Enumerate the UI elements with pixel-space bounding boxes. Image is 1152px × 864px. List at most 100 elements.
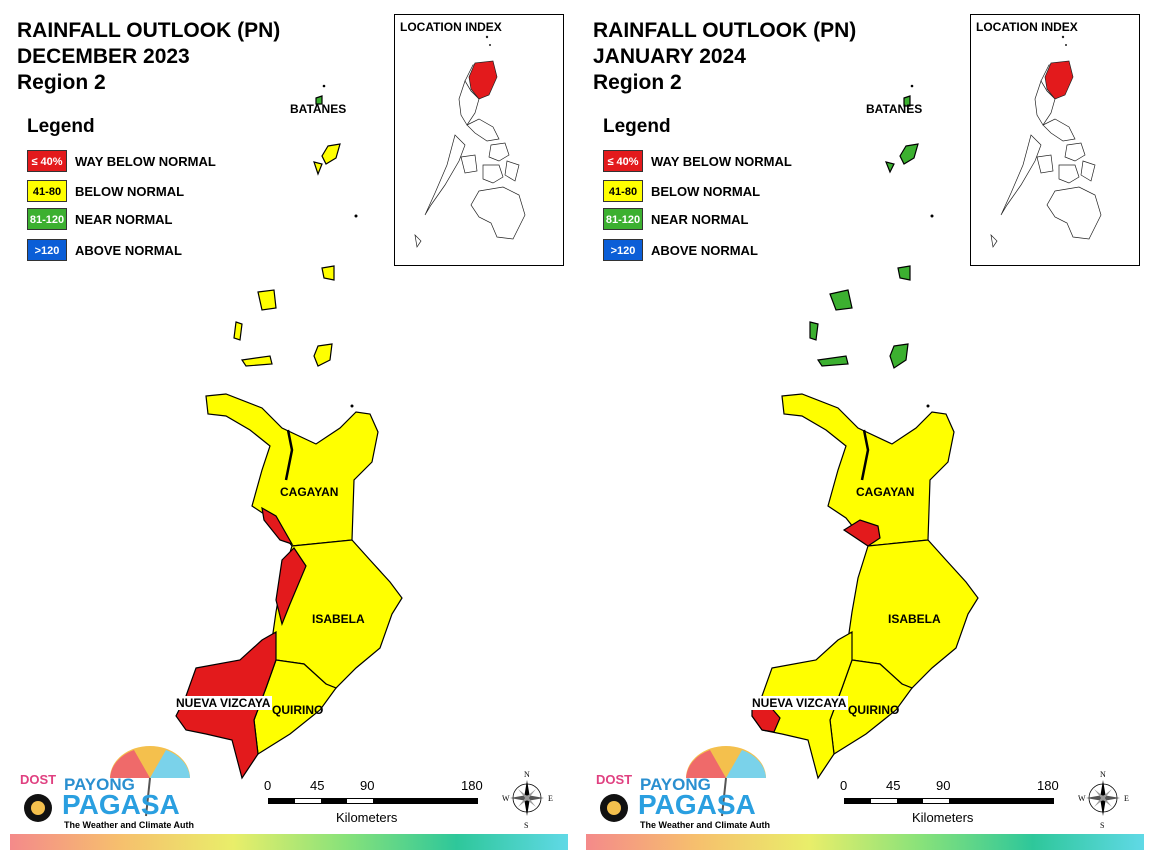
babuyan-island	[257, 289, 277, 311]
batanes-island	[313, 161, 323, 176]
logo-payong: PAYONG	[64, 775, 135, 794]
label-isabela: ISABELA	[312, 612, 365, 626]
cagayan-dry-zone	[261, 506, 294, 546]
scale-tick: 0	[840, 778, 848, 793]
babuyan-island	[321, 265, 335, 281]
scale-tick: 90	[360, 778, 375, 793]
scale-units: Kilometers	[336, 810, 398, 825]
compass-s: S	[1100, 821, 1104, 830]
scale-bar: 0 45 90 180 Kilometers	[840, 778, 1070, 826]
babuyan-island	[889, 343, 909, 369]
scale-tick: 180	[1037, 778, 1059, 793]
scale-tick: 45	[310, 778, 325, 793]
compass-w: W	[1078, 794, 1086, 803]
label-cagayan: CAGAYAN	[856, 485, 915, 499]
label-nueva-vizcaya: NUEVA VIZCAYA	[750, 696, 849, 710]
region-2-highlight	[1044, 60, 1074, 100]
legend-swatch: 41-80	[27, 180, 67, 202]
label-quirino: QUIRINO	[848, 703, 900, 717]
legend-label: WAY BELOW NORMAL	[75, 154, 216, 169]
location-index-inset: LOCATION INDEX	[394, 14, 564, 266]
scale-tick: 0	[264, 778, 272, 793]
footer-color-bar	[10, 834, 568, 850]
batanes-island	[885, 161, 895, 174]
region-2-map	[175, 84, 403, 780]
philippines-outline-map	[990, 35, 1102, 248]
legend-label: ABOVE NORMAL	[75, 243, 182, 258]
title-line-2: JANUARY 2024	[593, 45, 746, 68]
legend-swatch: ≤ 40%	[603, 150, 643, 172]
logo-pagasa: PAGASA	[638, 789, 756, 820]
babuyan-island	[233, 321, 243, 341]
inset-title: LOCATION INDEX	[400, 20, 502, 34]
compass-w: W	[502, 794, 510, 803]
legend-label: WAY BELOW NORMAL	[651, 154, 792, 169]
title-line-1: RAINFALL OUTLOOK (PN)	[593, 19, 857, 42]
compass-n: N	[1100, 770, 1106, 779]
legend-title: Legend	[27, 116, 95, 137]
isabela-province	[271, 539, 403, 689]
legend-label: NEAR NORMAL	[75, 212, 173, 227]
region-2-map	[751, 84, 979, 780]
title-line-3: Region 2	[17, 71, 106, 94]
logo-tagline: The Weather and Climate Authority	[64, 820, 194, 830]
logo-payong: PAYONG	[640, 775, 711, 794]
logo-dost: DOST	[596, 772, 632, 787]
outlook-panel-january: RAINFALL OUTLOOK (PN) JANUARY 2024 Regio…	[576, 0, 1152, 864]
legend-swatch: >120	[603, 239, 643, 261]
scale-tick: 45	[886, 778, 901, 793]
scale-tick: 90	[936, 778, 951, 793]
title-line-2: DECEMBER 2023	[17, 45, 190, 68]
babuyan-island	[829, 289, 853, 311]
scale-bar-graphic	[844, 798, 1054, 804]
babuyan-island	[809, 321, 819, 341]
compass-icon: N S W E	[502, 768, 554, 830]
compass-icon: N S W E	[1078, 768, 1130, 830]
legend-label: BELOW NORMAL	[75, 184, 185, 199]
legend-swatch: >120	[27, 239, 67, 261]
cagayan-province	[781, 393, 955, 547]
label-isabela: ISABELA	[888, 612, 941, 626]
batanes-island	[315, 95, 323, 105]
isabela-dry-zone	[275, 547, 307, 626]
batanes-island	[903, 95, 911, 107]
outlook-panel-december: RAINFALL OUTLOOK (PN) DECEMBER 2023 Regi…	[10, 14, 568, 850]
babuyan-island	[313, 343, 333, 367]
compass-n: N	[524, 770, 530, 779]
logo-dost: DOST	[20, 772, 56, 787]
pagasa-logo: DOST PAYONG PAGASA The Weather and Clima…	[14, 740, 214, 832]
babuyan-island	[816, 355, 849, 367]
compass-e: E	[1124, 794, 1129, 803]
legend-swatch: 81-120	[27, 208, 67, 230]
footer-color-bar	[586, 834, 1144, 850]
legend-label: ABOVE NORMAL	[651, 243, 758, 258]
label-cagayan: CAGAYAN	[280, 485, 339, 499]
babuyan-island	[897, 265, 911, 281]
label-batanes: BATANES	[290, 102, 347, 116]
pagasa-logo: DOST PAYONG PAGASA The Weather and Clima…	[590, 740, 790, 832]
cagayan-dry-zone	[842, 519, 881, 547]
batanes-island	[899, 143, 919, 165]
isabela-province	[847, 539, 979, 689]
region-2-highlight	[468, 60, 498, 100]
batanes-island	[321, 143, 341, 165]
scale-bar-graphic	[268, 798, 478, 804]
legend-swatch: ≤ 40%	[27, 150, 67, 172]
inset-title: LOCATION INDEX	[976, 20, 1078, 34]
compass-s: S	[524, 821, 528, 830]
label-batanes: BATANES	[866, 102, 923, 116]
compass-e: E	[548, 794, 553, 803]
legend-swatch: 81-120	[603, 208, 643, 230]
label-nueva-vizcaya: NUEVA VIZCAYA	[174, 696, 273, 710]
babuyan-island	[240, 355, 273, 367]
title-line-3: Region 2	[593, 71, 682, 94]
logo-tagline: The Weather and Climate Authority	[640, 820, 770, 830]
scale-tick: 180	[461, 778, 483, 793]
legend-title: Legend	[603, 116, 671, 137]
scale-bar: 0 45 90 180 Kilometers	[264, 778, 494, 826]
map-title: RAINFALL OUTLOOK (PN) DECEMBER 2023 Regi…	[17, 18, 280, 96]
map-title: RAINFALL OUTLOOK (PN) JANUARY 2024 Regio…	[593, 18, 856, 96]
legend-swatch: 41-80	[603, 180, 643, 202]
logo-pagasa: PAGASA	[62, 789, 180, 820]
legend-label: BELOW NORMAL	[651, 184, 761, 199]
